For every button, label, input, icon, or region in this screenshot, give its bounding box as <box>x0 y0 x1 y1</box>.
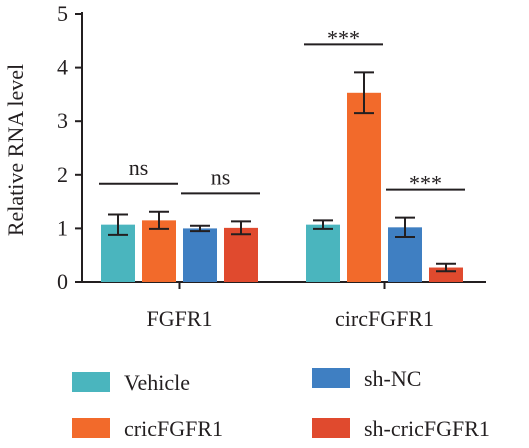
significance-label: ns <box>211 164 231 189</box>
bar <box>183 228 217 282</box>
y-tick-label: 4 <box>57 55 68 80</box>
y-tick-label: 1 <box>57 215 68 240</box>
x-tick-label: circFGFR1 <box>335 306 434 331</box>
y-tick-label: 3 <box>57 108 68 133</box>
bar <box>224 227 258 282</box>
significance-layer: ns ns *** *** <box>99 25 465 196</box>
legend-label: Vehicle <box>124 370 190 395</box>
bar <box>306 224 340 282</box>
y-tick-label: 5 <box>57 1 68 26</box>
legend-label: cricFGFR1 <box>124 416 223 441</box>
axis-layer: 0 1 2 3 4 5 FGFR1 circFGFR1 <box>57 1 486 331</box>
legend-label: sh-cricFGFR1 <box>364 416 490 441</box>
significance-label: *** <box>327 25 360 50</box>
legend: Vehicle cricFGFR1 sh-NC sh-cricFGFR1 <box>72 366 490 441</box>
y-tick-label: 0 <box>57 269 68 294</box>
y-tick-label: 2 <box>57 162 68 187</box>
legend-label: sh-NC <box>364 366 421 391</box>
legend-swatch <box>312 368 350 388</box>
legend-swatch <box>72 372 110 392</box>
x-tick-label: FGFR1 <box>146 306 212 331</box>
legend-swatch <box>312 418 350 438</box>
significance-label: *** <box>409 171 442 196</box>
significance-label: ns <box>129 155 149 180</box>
bar <box>347 92 381 283</box>
bars-layer <box>101 92 463 283</box>
bar <box>142 220 176 282</box>
error-bars-layer <box>108 71 456 273</box>
legend-swatch <box>72 418 110 438</box>
y-axis-title: Relative RNA level <box>3 64 28 236</box>
